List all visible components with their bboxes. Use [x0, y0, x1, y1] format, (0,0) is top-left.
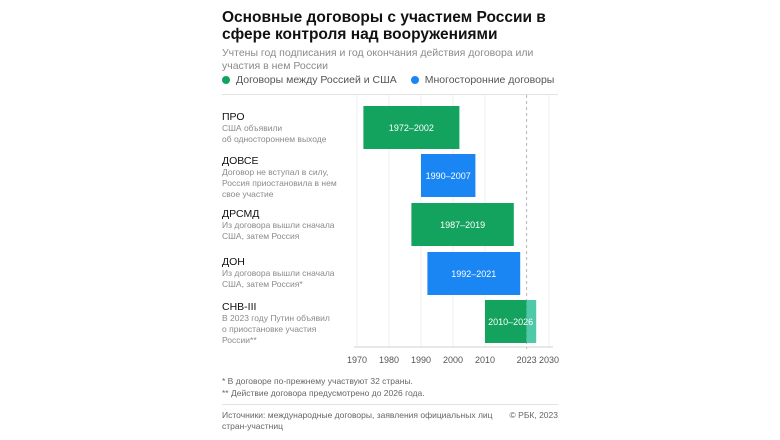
chart-subtitle: Учтены год подписания и год окончания де… — [222, 47, 534, 72]
treaty-note-dovse: Договор не вступал в силу, Россия приост… — [222, 167, 337, 199]
footnote-2: ** Действие договора предусмотрено до 20… — [222, 388, 425, 398]
legend-label-bilateral: Договоры между Россией и США — [236, 74, 397, 86]
treaty-note-pro: США объявили об одностороннем выходе — [222, 123, 327, 144]
legend-label-multilateral: Многосторонние договоры — [424, 74, 555, 86]
bar-snv3 — [485, 300, 527, 343]
x-tick-label-1980: 1980 — [379, 355, 399, 365]
copyright-text: © РБК, 2023 — [509, 410, 558, 420]
x-tick-label-1990: 1990 — [411, 355, 431, 365]
treaty-name-pro: ПРО — [222, 111, 245, 123]
treaty-note-snv3: В 2023 году Путин объявил о приостановке… — [222, 313, 330, 345]
bar-pro — [363, 106, 460, 149]
header-divider — [222, 94, 558, 95]
x-tick-label-1970: 1970 — [347, 355, 367, 365]
bar-label-snv3: 2010–2026 — [488, 317, 533, 327]
treaty-note-drsmd: Из договора вышли сначала США, затем Рос… — [222, 220, 335, 241]
bar-dovse — [421, 154, 476, 197]
chart-title: Основные договоры с участием России в сф… — [222, 9, 546, 43]
bar-label-drsmd: 1987–2019 — [440, 220, 485, 230]
footer-divider — [222, 404, 558, 405]
x-tick-label-2023: 2023 — [517, 355, 537, 365]
treaty-name-don: ДОН — [222, 256, 245, 268]
footnote-1: * В договоре по-прежнему участвуют 32 ст… — [222, 376, 413, 386]
treaty-name-snv3: СНВ-III — [222, 301, 257, 313]
bar-label-don: 1992–2021 — [451, 269, 496, 279]
bar-label-pro: 1972–2002 — [389, 123, 434, 133]
treaty-name-dovse: ДОВСЕ — [222, 155, 259, 167]
x-tick-label-2000: 2000 — [443, 355, 463, 365]
treaty-name-drsmd: ДРСМД — [222, 208, 260, 220]
bar-drsmd — [411, 203, 514, 246]
bar-don — [427, 252, 521, 295]
legend-item-multilateral: Многосторонние договоры — [410, 74, 555, 86]
x-tick-label-2030: 2030 — [539, 355, 559, 365]
treaty-note-don: Из договора вышли сначала США, затем Рос… — [222, 268, 335, 289]
bar-snv3-extension — [526, 300, 537, 343]
legend-dot-bilateral — [222, 76, 230, 84]
legend-item-bilateral: Договоры между Россией и США — [222, 74, 397, 86]
x-tick-label-2010: 2010 — [475, 355, 495, 365]
bar-label-dovse: 1990–2007 — [426, 171, 471, 181]
legend: Договоры между Россией и США Многосторон… — [222, 73, 568, 87]
sources-text: Источники: международные договоры, заявл… — [222, 410, 493, 431]
legend-dot-multilateral — [410, 76, 419, 84]
